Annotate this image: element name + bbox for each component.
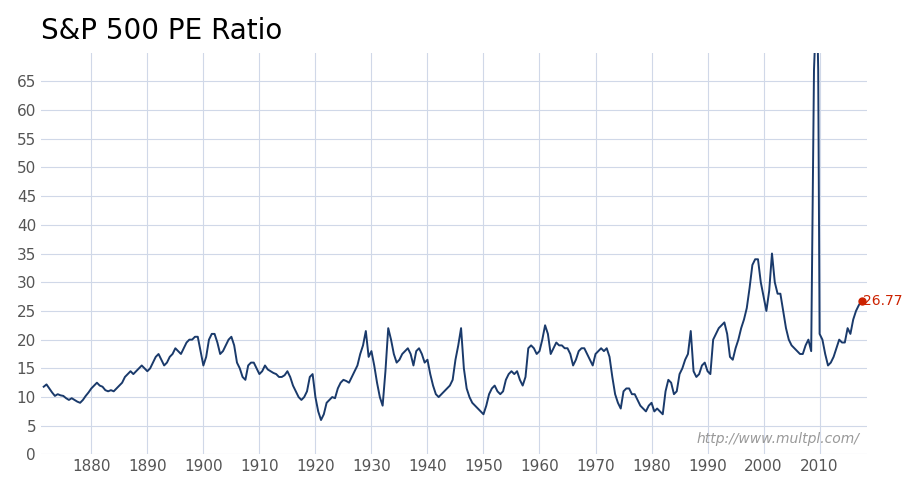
Text: 26.77: 26.77 — [862, 294, 902, 308]
Text: http://www.multpl.com/: http://www.multpl.com/ — [696, 433, 858, 446]
Text: S&P 500 PE Ratio: S&P 500 PE Ratio — [40, 17, 282, 45]
